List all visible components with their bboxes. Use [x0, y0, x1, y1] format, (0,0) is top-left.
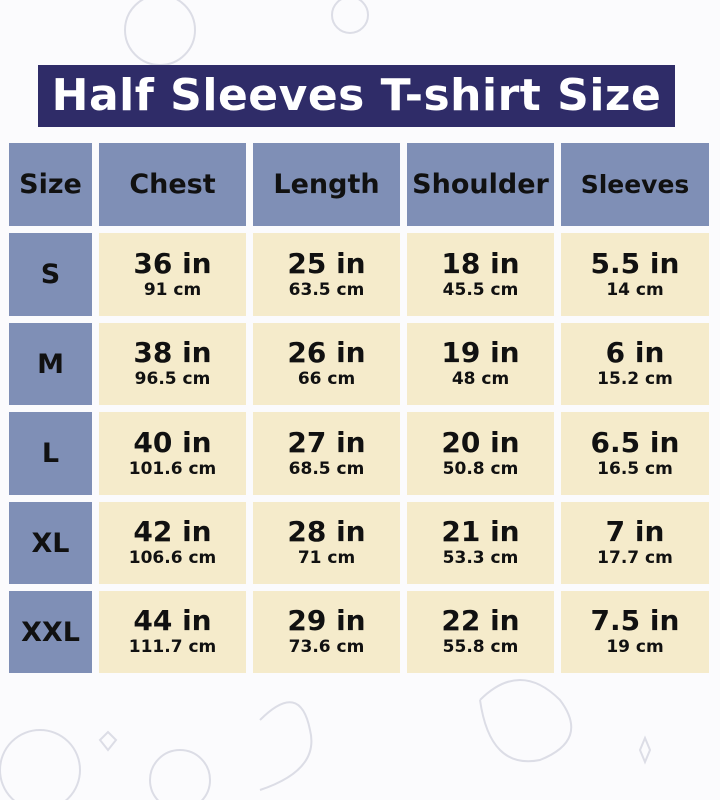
header-chest: Chest: [99, 143, 246, 226]
value-cm: 91 cm: [143, 279, 202, 300]
size-label: M: [9, 323, 92, 405]
cell-shoulder: 18 in 45.5 cm: [407, 233, 554, 316]
value-inches: 22 in: [441, 604, 520, 637]
value-inches: 21 in: [441, 515, 520, 548]
size-table: Size Chest Length Shoulder Sleeves S 36 i…: [9, 143, 709, 673]
value-inches: 7 in: [605, 515, 665, 548]
cell-length: 28 in 71 cm: [253, 502, 400, 584]
size-label: XXL: [9, 591, 92, 673]
cell-length: 25 in 63.5 cm: [253, 233, 400, 316]
size-label: S: [9, 233, 92, 316]
size-label: XL: [9, 502, 92, 584]
value-cm: 15.2 cm: [597, 369, 673, 389]
header-length: Length: [253, 143, 400, 226]
value-cm: 96.5 cm: [134, 369, 211, 389]
value-inches: 40 in: [133, 425, 212, 459]
value-cm: 101.6 cm: [128, 458, 217, 479]
cell-shoulder: 20 in 50.8 cm: [407, 412, 554, 495]
cell-shoulder: 22 in 55.8 cm: [407, 591, 554, 673]
value-cm: 17.7 cm: [597, 548, 673, 568]
value-inches: 26 in: [287, 336, 366, 369]
cell-length: 26 in 66 cm: [253, 323, 400, 405]
value-inches: 6 in: [605, 336, 665, 369]
cell-length: 29 in 73.6 cm: [253, 591, 400, 673]
cell-chest: 42 in 106.6 cm: [99, 502, 246, 584]
value-inches: 5.5 in: [590, 246, 680, 280]
value-inches: 28 in: [287, 515, 366, 548]
value-inches: 18 in: [441, 246, 520, 280]
value-cm: 55.8 cm: [442, 637, 519, 657]
page-title: Half Sleeves T-shirt Size: [38, 65, 675, 127]
cell-length: 27 in 68.5 cm: [253, 412, 400, 495]
value-cm: 53.3 cm: [442, 548, 519, 568]
value-inches: 20 in: [441, 425, 520, 459]
value-inches: 36 in: [133, 246, 212, 280]
cell-sleeves: 7 in 17.7 cm: [561, 502, 709, 584]
value-cm: 71 cm: [297, 548, 356, 568]
cell-chest: 36 in 91 cm: [99, 233, 246, 316]
cell-chest: 38 in 96.5 cm: [99, 323, 246, 405]
value-cm: 68.5 cm: [288, 458, 365, 479]
value-cm: 73.6 cm: [288, 637, 365, 657]
cell-chest: 44 in 111.7 cm: [99, 591, 246, 673]
value-inches: 27 in: [287, 425, 366, 459]
cell-shoulder: 21 in 53.3 cm: [407, 502, 554, 584]
value-inches: 29 in: [287, 604, 366, 637]
cell-sleeves: 6.5 in 16.5 cm: [561, 412, 709, 495]
value-cm: 14 cm: [606, 279, 664, 300]
value-cm: 63.5 cm: [288, 279, 365, 300]
value-cm: 19 cm: [606, 637, 664, 657]
value-cm: 48 cm: [451, 369, 510, 389]
value-inches: 38 in: [133, 336, 212, 369]
cell-sleeves: 6 in 15.2 cm: [561, 323, 709, 405]
cell-shoulder: 19 in 48 cm: [407, 323, 554, 405]
value-cm: 66 cm: [297, 369, 356, 389]
cell-chest: 40 in 101.6 cm: [99, 412, 246, 495]
cell-sleeves: 7.5 in 19 cm: [561, 591, 709, 673]
value-inches: 25 in: [287, 246, 366, 280]
header-shoulder: Shoulder: [407, 143, 554, 226]
header-sleeves: Sleeves: [561, 143, 709, 226]
size-label: L: [9, 412, 92, 495]
value-inches: 7.5 in: [590, 604, 680, 637]
value-cm: 106.6 cm: [128, 548, 217, 568]
value-cm: 111.7 cm: [128, 637, 217, 657]
value-inches: 19 in: [441, 336, 520, 369]
cell-sleeves: 5.5 in 14 cm: [561, 233, 709, 316]
value-cm: 16.5 cm: [597, 458, 673, 479]
value-inches: 44 in: [133, 604, 212, 637]
header-size: Size: [9, 143, 92, 226]
value-cm: 50.8 cm: [442, 458, 519, 479]
value-inches: 42 in: [133, 515, 212, 548]
value-inches: 6.5 in: [590, 425, 680, 459]
value-cm: 45.5 cm: [442, 279, 519, 300]
